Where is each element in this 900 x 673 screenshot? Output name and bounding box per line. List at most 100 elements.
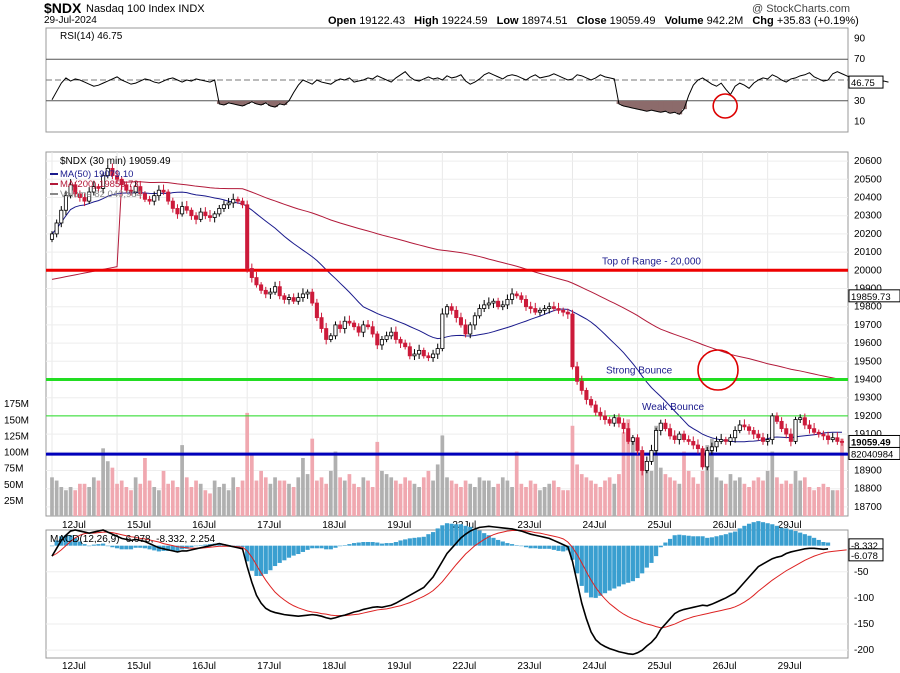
volume-bar: [631, 438, 635, 516]
volume-bar: [403, 477, 408, 516]
candle-body: [816, 431, 821, 435]
volume-bar: [589, 480, 593, 516]
macd-histogram-bar: [812, 537, 817, 546]
macd-histogram-bar: [91, 544, 96, 546]
macd-x-tick-label: 12Jul: [62, 661, 86, 672]
macd-tick-label: -200: [854, 645, 874, 656]
macd-histogram-bar: [714, 536, 719, 546]
candle-body: [147, 198, 152, 202]
macd-histogram-bar: [147, 545, 152, 550]
volume-bar: [110, 467, 115, 516]
price-right-tag-box: [848, 289, 900, 303]
candle-body: [393, 331, 398, 340]
chart-header: $NDX Nasdaq 100 Index INDX 29-Jul-2024 O…: [0, 0, 900, 28]
macd-histogram-bar: [533, 545, 538, 549]
legend-entry: MA(200) 19859.73: [60, 179, 139, 190]
candle-body: [338, 324, 343, 329]
rsi-oversold-fill: [282, 100, 288, 105]
macd-histogram-bar: [54, 540, 59, 546]
volume-bar: [157, 490, 161, 516]
volume-bar: [115, 483, 119, 516]
volume-bar: [87, 487, 92, 516]
chart-date: 29-Jul-2024: [44, 15, 97, 26]
candle-body: [161, 189, 166, 193]
volume-bar: [826, 487, 830, 516]
rsi-oversold-fill: [644, 100, 650, 112]
rsi-last-tag: 46.75: [851, 78, 875, 89]
volume-bar: [570, 425, 575, 516]
candle-body: [398, 339, 403, 344]
candle-body: [635, 437, 640, 451]
candle-body: [496, 300, 501, 308]
candle-body: [226, 202, 231, 206]
rsi-oversold-fill: [649, 100, 655, 111]
rsi-oversold-fill: [625, 100, 632, 108]
volume-bar: [310, 438, 315, 516]
macd-histogram-bar: [672, 535, 677, 546]
candle-body: [305, 291, 310, 295]
rsi-oversold-fill: [621, 100, 627, 106]
candle-body: [124, 184, 129, 191]
macd-right-tag: -6.078: [851, 551, 878, 562]
volume-bar: [407, 480, 412, 516]
volume-bar: [547, 483, 552, 516]
volume-bar: [398, 483, 403, 516]
macd-histogram-bar: [756, 521, 761, 546]
candle-body: [87, 191, 92, 202]
candle-body: [482, 304, 487, 309]
candle-body: [133, 186, 138, 193]
volume-bar: [291, 487, 296, 516]
volume-bar: [426, 470, 431, 516]
macd-histogram-bar: [77, 541, 82, 546]
macd-histogram-bar: [203, 544, 208, 546]
high-value: 19224.59: [441, 15, 488, 27]
volume-bar: [277, 480, 282, 516]
rsi-oversold-fill: [230, 100, 237, 104]
volume-bar: [491, 487, 496, 516]
volume-bar: [268, 483, 273, 516]
candle-body: [156, 189, 161, 197]
macd-histogram-bar: [746, 523, 752, 546]
macd-histogram-bar: [430, 532, 436, 546]
macd-histogram-bar: [551, 545, 556, 550]
candle-body: [245, 204, 250, 269]
volume-bar: [189, 487, 194, 516]
macd-histogram-bar: [175, 545, 180, 551]
volume-bar: [705, 445, 710, 516]
macd-signal-line: [51, 530, 847, 629]
candle-body: [519, 295, 524, 300]
candle-body: [528, 306, 533, 309]
price-tick-label: 19800: [854, 302, 882, 313]
macd-histogram-bar: [505, 543, 510, 546]
candle-body: [370, 326, 375, 335]
candle-body: [119, 178, 124, 186]
volume-bar: [245, 412, 250, 516]
volume-bar: [454, 483, 459, 516]
macd-legend: MACD(12,26,9) -6.078, -8.332, 2.254: [50, 534, 216, 545]
macd-histogram-bar: [142, 545, 148, 549]
candle-body: [616, 417, 621, 424]
candle-body: [644, 460, 649, 471]
volume-bar: [129, 490, 133, 516]
candle-body: [328, 335, 333, 340]
candle-body: [49, 233, 55, 240]
macd-x-tick-label: 19Jul: [387, 661, 411, 672]
macd-histogram-bar: [282, 545, 287, 561]
candle-body: [533, 308, 538, 313]
volume-bar: [315, 480, 319, 516]
macd-histogram-bar: [128, 545, 134, 550]
candle-body: [830, 437, 835, 440]
rsi-annotation-circle: [712, 93, 738, 119]
macd-histogram-bar: [705, 537, 710, 546]
macd-histogram-bar: [268, 545, 273, 571]
volume-bar: [514, 451, 519, 516]
volume-bar: [435, 464, 440, 516]
macd-histogram-bar: [407, 538, 412, 546]
price-title: $NDX (30 min) 19059.49: [60, 156, 171, 167]
volume-bar: [733, 480, 737, 516]
candle-body: [784, 428, 789, 435]
volume-bar: [579, 474, 584, 516]
volume-bar: [50, 477, 54, 516]
price-x-tick-label: 15Jul: [127, 520, 151, 531]
macd-histogram-bar: [816, 539, 821, 546]
